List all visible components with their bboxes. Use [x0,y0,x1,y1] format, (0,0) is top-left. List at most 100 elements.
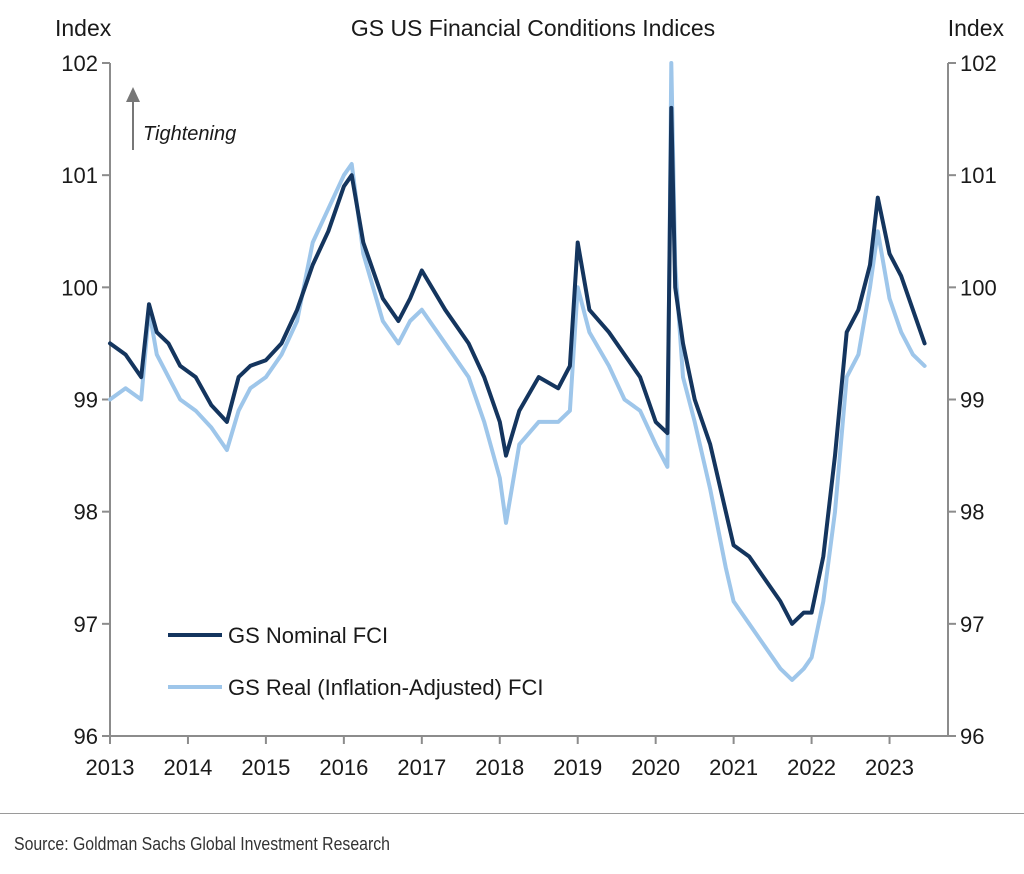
data-point-nominal [923,341,927,345]
x-tick-label: 2021 [709,755,758,780]
data-point-real [498,476,502,480]
data-point-nominal [732,543,736,547]
tightening-annotation: Tightening [126,87,236,150]
data-point-real [669,61,673,65]
data-point-nominal [237,375,241,379]
y-tick-label-right: 100 [960,275,997,300]
data-point-real [396,341,400,345]
data-point-nominal [638,375,642,379]
data-point-real [587,330,592,334]
y-tick-label-left: 100 [61,275,98,300]
data-point-nominal [887,252,892,256]
data-point-nominal [124,353,128,357]
data-point-nominal [669,106,673,110]
data-point-nominal [845,330,849,334]
y-tick-label-left: 101 [61,163,98,188]
data-point-nominal [139,375,143,379]
data-point-real [326,207,330,211]
legend-label-nominal: GS Nominal FCI [228,623,388,648]
right-axis-unit: Index [948,15,1005,41]
x-tick-label: 2017 [397,755,446,780]
data-point-real [622,397,627,402]
data-point-real [408,319,412,323]
data-point-real [708,487,712,491]
series-line-nominal [108,105,927,626]
data-point-real [108,397,112,402]
data-point-real [810,655,814,660]
data-point-real [556,420,560,424]
data-point-nominal [408,296,412,301]
data-point-nominal [482,375,486,379]
data-point-real [747,622,751,626]
data-point-nominal [517,409,521,413]
data-point-real [342,173,346,177]
data-point-nominal [724,510,728,514]
y-tick-label-left: 99 [74,388,98,413]
data-point-real [124,386,128,390]
data-point-real [845,375,849,379]
data-point-real [467,375,471,379]
x-tick-label: 2013 [86,755,135,780]
data-point-nominal [556,386,560,390]
data-point-real [139,397,143,402]
data-point-real [225,448,229,452]
data-point-nominal [155,330,159,334]
data-point-real [654,442,658,446]
data-point-real [311,240,315,245]
data-point-nominal [622,353,627,357]
source-note: Source: Goldman Sachs Global Investment … [14,834,390,854]
axes: 96 96 97 97 98 98 99 99 100 100 101 101 102 102 2013 20… [61,51,996,780]
data-point-real [568,409,572,413]
data-point-nominal [654,420,658,424]
data-point-nominal [279,341,284,345]
data-point-real [607,364,611,368]
data-point-nominal [856,308,861,312]
data-point-real [482,420,486,424]
data-point-real [209,425,213,430]
x-tick-label: 2018 [475,755,524,780]
series-line-real [108,61,927,682]
x-tick-label: 2022 [787,755,836,780]
data-point-nominal [810,611,814,615]
data-point-real [194,409,198,413]
data-point-real [638,409,642,413]
data-point-nominal [361,240,365,245]
data-point-nominal [264,358,268,362]
data-point-real [899,330,903,334]
data-point-nominal [778,599,783,604]
data-point-nominal [607,330,611,334]
data-point-nominal [248,364,252,368]
data-point-nominal [225,420,229,424]
data-point-nominal [194,375,198,379]
x-tick-label: 2014 [163,755,212,780]
fci-line-chart: Index GS US Financial Conditions Indices… [55,15,1005,780]
data-point-real [361,252,365,256]
y-tick-label-right: 99 [960,388,984,413]
y-tick-label-left: 98 [74,500,98,525]
data-point-nominal [821,554,825,559]
data-point-nominal [443,308,447,312]
data-point-nominal [467,341,471,345]
left-axis-unit: Index [55,15,112,41]
y-tick-label-left: 96 [74,724,98,749]
data-point-real [802,667,806,671]
data-point-nominal [326,229,330,233]
data-point-nominal [587,308,592,312]
data-point-nominal [420,268,424,273]
data-point-real [537,420,541,424]
data-point-real [868,285,872,289]
chart-title: GS US Financial Conditions Indices [351,15,715,41]
data-point-real [724,566,728,570]
data-point-nominal [381,296,385,301]
x-tick-label: 2023 [865,755,914,780]
x-tick-label: 2019 [553,755,602,780]
data-point-real [833,510,837,514]
data-point-nominal [166,341,171,345]
data-point-real [923,364,927,368]
x-tick-label: 2015 [241,755,290,780]
legend: GS Nominal FCI GS Real (Inflation-Adjust… [168,623,543,700]
data-point-real [237,409,241,413]
data-point-nominal [295,308,299,312]
y-tick-label-right: 101 [960,163,997,188]
data-point-nominal [708,442,712,446]
